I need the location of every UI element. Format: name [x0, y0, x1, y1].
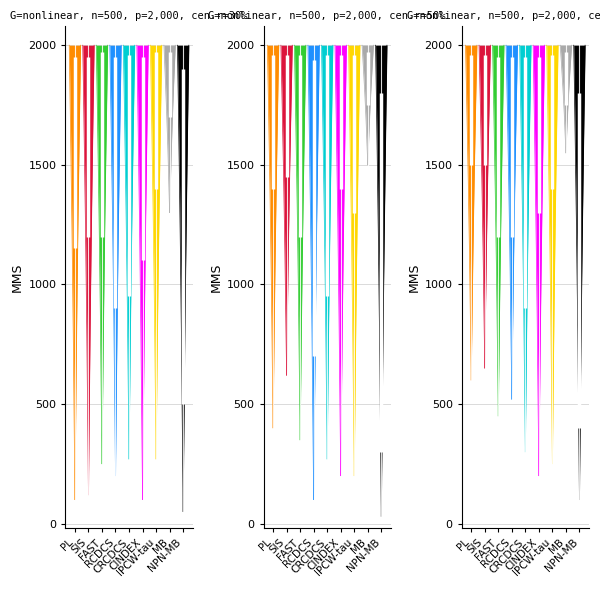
- Title: G=nonlinear, n=500, p=2,000, cen.r=50%: G=nonlinear, n=500, p=2,000, cen.r=50%: [208, 11, 446, 21]
- Title: G=nonlinear, n=500, p=2,000, cen.r=70%: G=nonlinear, n=500, p=2,000, cen.r=70%: [407, 11, 600, 21]
- Y-axis label: MMS: MMS: [407, 263, 421, 292]
- Y-axis label: MMS: MMS: [11, 263, 24, 292]
- Y-axis label: MMS: MMS: [209, 263, 222, 292]
- Title: G=nonlinear, n=500, p=2,000, cen.r=30%: G=nonlinear, n=500, p=2,000, cen.r=30%: [10, 11, 248, 21]
